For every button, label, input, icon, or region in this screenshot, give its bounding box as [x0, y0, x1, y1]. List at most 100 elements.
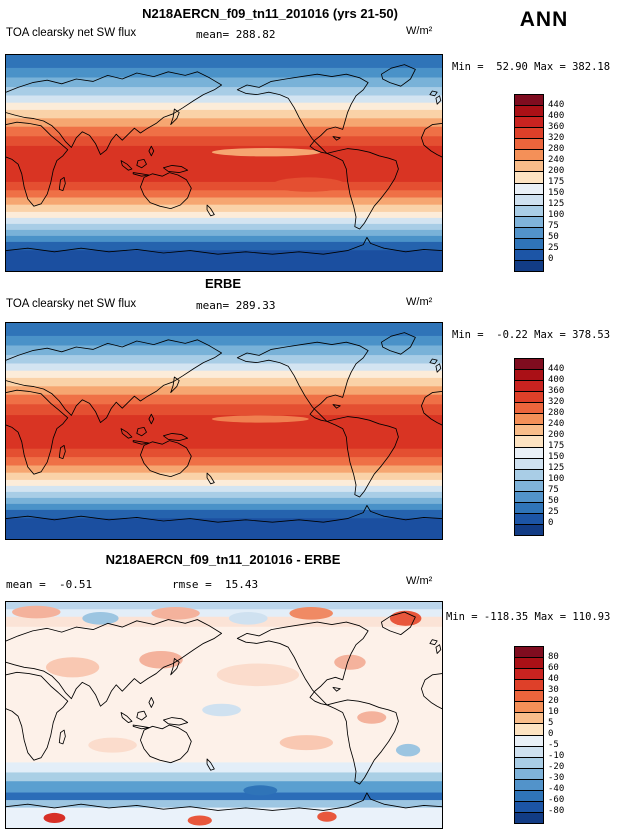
colorbar-box: [515, 647, 543, 659]
panel-3-mean-value: mean = -0.51: [6, 578, 93, 591]
panel-1-variable-label: TOA clearsky net SW flux: [6, 27, 137, 39]
colorbar-box: [515, 161, 543, 173]
colorbar-box: [515, 238, 543, 250]
panel-2-units-label: W/m²: [406, 296, 433, 308]
panel-1-title: N218AERCN_f09_tn11_201016 (yrs 21-50): [142, 6, 398, 21]
colorbar-box: [515, 680, 543, 692]
colorbar-level-label: 60: [548, 663, 559, 673]
map-erbe-field: [6, 323, 442, 539]
colorbar-box: [515, 658, 543, 670]
panel-1-mean-value: mean= 288.82: [196, 28, 276, 41]
colorbar-box: [515, 524, 543, 535]
colorbar-level-label: 280: [548, 144, 565, 154]
colorbar-box: [515, 812, 543, 823]
colorbar-box: [515, 801, 543, 813]
colorbar-level-label: 50: [548, 232, 559, 242]
panel-2-minmax: Min = -0.22 Max = 378.53: [452, 329, 611, 341]
colorbar-level-label: -80: [548, 806, 565, 816]
colorbar-box: [515, 768, 543, 780]
colorbar-box: [515, 502, 543, 514]
colorbar-box: [515, 491, 543, 503]
panel-3-title: N218AERCN_f09_tn11_201016 - ERBE: [105, 552, 341, 567]
colorbar-box: [515, 513, 543, 525]
colorbar-level-label: 400: [548, 111, 565, 121]
colorbar-box: [515, 249, 543, 261]
colorbar-box: [515, 216, 543, 228]
colorbar-level-label: 75: [548, 485, 559, 495]
colorbar-erbe: [514, 358, 544, 536]
colorbar-box: [515, 194, 543, 206]
colorbar-box: [515, 757, 543, 769]
colorbar-box: [515, 95, 543, 107]
colorbar-box: [515, 227, 543, 239]
colorbar-box: [515, 746, 543, 758]
colorbar-level-label: -40: [548, 784, 565, 794]
colorbar-box: [515, 713, 543, 725]
colorbar-box: [515, 724, 543, 736]
colorbar-level-label: 280: [548, 408, 565, 418]
colorbar-level-label: 10: [548, 707, 559, 717]
colorbar-level-label: 125: [548, 199, 565, 209]
colorbar-level-label: 440: [548, 100, 565, 110]
map-model-anomaly-patches: [211, 148, 346, 192]
colorbar-box: [515, 205, 543, 217]
map-erbe-anomaly-patches: [211, 415, 309, 423]
colorbar-level-label: 400: [548, 375, 565, 385]
colorbar-box: [515, 392, 543, 404]
colorbar-box: [515, 790, 543, 802]
colorbar-level-label: -10: [548, 751, 565, 761]
colorbar-level-label: 75: [548, 221, 559, 231]
colorbar-box: [515, 106, 543, 118]
colorbar-level-label: 200: [548, 430, 565, 440]
colorbar-box: [515, 183, 543, 195]
panel-2-title: ERBE: [204, 276, 242, 291]
colorbar-level-label: 200: [548, 166, 565, 176]
colorbar-level-label: 175: [548, 441, 565, 451]
colorbar-level-label: 150: [548, 188, 565, 198]
panel-2-mean-value: mean= 289.33: [196, 299, 276, 312]
colorbar-box: [515, 403, 543, 415]
panel-3-units-label: W/m²: [406, 575, 433, 587]
colorbar-model: [514, 94, 544, 272]
colorbar-level-label: 100: [548, 210, 565, 220]
colorbar-box: [515, 414, 543, 426]
colorbar-level-label: 240: [548, 419, 565, 429]
colorbar-box: [515, 260, 543, 271]
panel-3-minmax: Min = -118.35 Max = 110.93: [446, 611, 611, 623]
colorbar-level-label: 25: [548, 507, 559, 517]
colorbar-box: [515, 669, 543, 681]
map-difference-anomaly-patches: [12, 605, 422, 826]
colorbar-box: [515, 436, 543, 448]
panel-2-variable-label: TOA clearsky net SW flux: [6, 298, 137, 310]
colorbar-level-label: -5: [548, 740, 559, 750]
colorbar-level-label: 100: [548, 474, 565, 484]
colorbar-box: [515, 370, 543, 382]
colorbar-level-label: 0: [548, 729, 554, 739]
colorbar-level-label: 175: [548, 177, 565, 187]
colorbar-box: [515, 381, 543, 393]
colorbar-box: [515, 117, 543, 129]
colorbar-box: [515, 735, 543, 747]
colorbar-level-label: 320: [548, 397, 565, 407]
colorbar-model-labels: 440 400 360 320 280 240 200 175 150 125 100 75 50 25 0: [548, 94, 588, 270]
colorbar-level-label: -60: [548, 795, 565, 805]
colorbar-box: [515, 469, 543, 481]
colorbar-level-label: 5: [548, 718, 554, 728]
colorbar-box: [515, 447, 543, 459]
colorbar-level-label: 150: [548, 452, 565, 462]
colorbar-erbe-labels: 440 400 360 320 280 240 200 175 150 125 100 75 50 25 0: [548, 358, 588, 534]
colorbar-level-label: 320: [548, 133, 565, 143]
colorbar-level-label: 30: [548, 685, 559, 695]
colorbar-box: [515, 480, 543, 492]
colorbar-level-label: -30: [548, 773, 565, 783]
colorbar-box: [515, 139, 543, 151]
colorbar-box: [515, 128, 543, 140]
colorbar-difference: [514, 646, 544, 824]
colorbar-level-label: 50: [548, 496, 559, 506]
colorbar-level-label: 440: [548, 364, 565, 374]
colorbar-box: [515, 172, 543, 184]
panel-1-units-label: W/m²: [406, 25, 433, 37]
colorbar-level-label: 25: [548, 243, 559, 253]
colorbar-box: [515, 425, 543, 437]
